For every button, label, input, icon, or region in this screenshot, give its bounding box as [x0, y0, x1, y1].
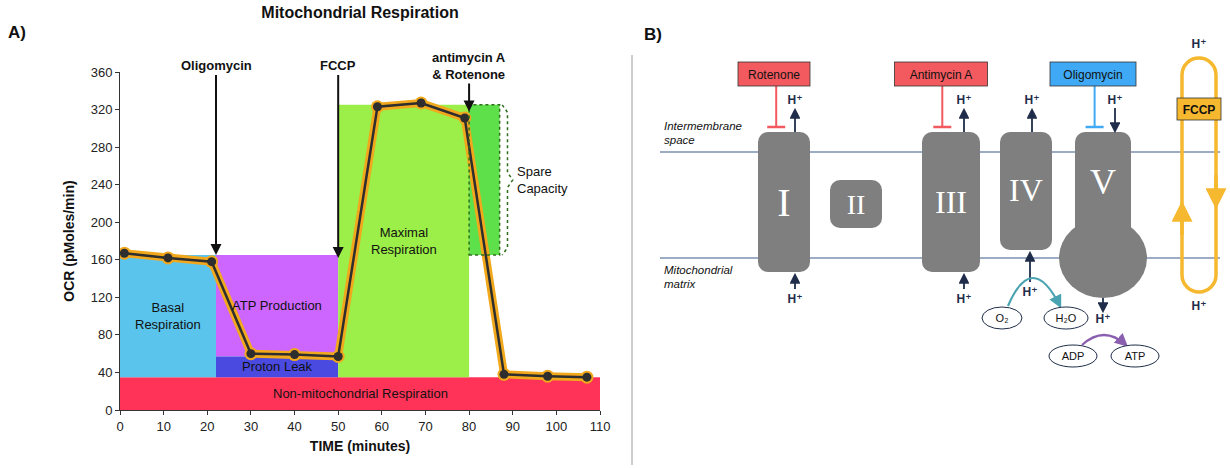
- svg-text:0: 0: [105, 403, 112, 418]
- svg-text:60: 60: [375, 419, 389, 434]
- svg-text:90: 90: [505, 419, 519, 434]
- svg-text:40: 40: [98, 365, 112, 380]
- svg-text:Non-mitochondrial Respiration: Non-mitochondrial Respiration: [273, 386, 448, 401]
- svg-text:II: II: [847, 189, 866, 220]
- svg-text:ADP: ADP: [1062, 350, 1085, 362]
- svg-text:H₂O: H₂O: [1056, 312, 1077, 324]
- svg-text:Oligomycin: Oligomycin: [1063, 68, 1122, 82]
- svg-text:MaximalRespiration: MaximalRespiration: [371, 225, 437, 257]
- svg-text:50: 50: [331, 419, 345, 434]
- svg-text:360: 360: [91, 65, 113, 80]
- svg-text:Intermembrane: Intermembrane: [664, 120, 742, 132]
- svg-text:H⁺: H⁺: [1192, 37, 1207, 51]
- svg-text:IV: IV: [1009, 172, 1043, 208]
- svg-text:III: III: [935, 184, 967, 220]
- svg-text:H⁺: H⁺: [1025, 93, 1040, 107]
- svg-text:30: 30: [244, 419, 258, 434]
- svg-text:240: 240: [91, 177, 113, 192]
- svg-text:H⁺: H⁺: [788, 292, 803, 306]
- svg-text:Proton Leak: Proton Leak: [242, 359, 313, 374]
- svg-text:80: 80: [98, 327, 112, 342]
- svg-text:antimycin A& Rotenone: antimycin A& Rotenone: [432, 50, 506, 82]
- svg-text:matrix: matrix: [664, 278, 697, 290]
- svg-text:70: 70: [418, 419, 432, 434]
- svg-text:110: 110: [590, 419, 611, 434]
- svg-text:I: I: [777, 180, 790, 225]
- svg-text:10: 10: [156, 419, 170, 434]
- svg-text:H⁺: H⁺: [1108, 93, 1123, 107]
- svg-text:H⁺: H⁺: [1096, 312, 1111, 326]
- svg-text:FCCP: FCCP: [320, 58, 356, 73]
- svg-text:280: 280: [91, 140, 113, 155]
- svg-text:200: 200: [91, 215, 113, 230]
- svg-text:320: 320: [91, 102, 113, 117]
- svg-text:TIME (minutes): TIME (minutes): [310, 438, 410, 454]
- svg-text:ATP: ATP: [1125, 350, 1146, 362]
- svg-text:160: 160: [91, 252, 113, 267]
- svg-text:0: 0: [116, 419, 123, 434]
- svg-text:80: 80: [462, 419, 476, 434]
- svg-text:100: 100: [546, 419, 568, 434]
- svg-text:ATP Production: ATP Production: [232, 298, 322, 313]
- svg-text:space: space: [664, 134, 695, 146]
- svg-text:120: 120: [91, 290, 113, 305]
- svg-text:B): B): [644, 25, 662, 44]
- svg-text:O₂: O₂: [996, 312, 1009, 324]
- svg-text:V: V: [1090, 162, 1116, 202]
- svg-text:H⁺: H⁺: [957, 292, 972, 306]
- svg-text:H⁺: H⁺: [788, 93, 803, 107]
- svg-text:Mitochondrial Respiration: Mitochondrial Respiration: [261, 4, 458, 21]
- svg-text:Mitochondrial: Mitochondrial: [664, 264, 733, 276]
- svg-text:BasalRespiration: BasalRespiration: [135, 300, 201, 332]
- svg-text:SpareCapacity: SpareCapacity: [517, 164, 568, 196]
- svg-text:H⁺: H⁺: [1192, 299, 1207, 313]
- svg-text:Oligomycin: Oligomycin: [181, 58, 252, 73]
- svg-text:FCCP: FCCP: [1183, 103, 1216, 117]
- svg-text:OCR (pMoles/min): OCR (pMoles/min): [61, 180, 77, 301]
- svg-text:H⁺: H⁺: [1023, 285, 1038, 299]
- svg-text:20: 20: [200, 419, 214, 434]
- svg-text:Antimycin A: Antimycin A: [910, 68, 973, 82]
- svg-text:Rotenone: Rotenone: [748, 68, 800, 82]
- svg-text:A): A): [8, 23, 26, 42]
- svg-text:40: 40: [287, 419, 301, 434]
- svg-text:H⁺: H⁺: [957, 93, 972, 107]
